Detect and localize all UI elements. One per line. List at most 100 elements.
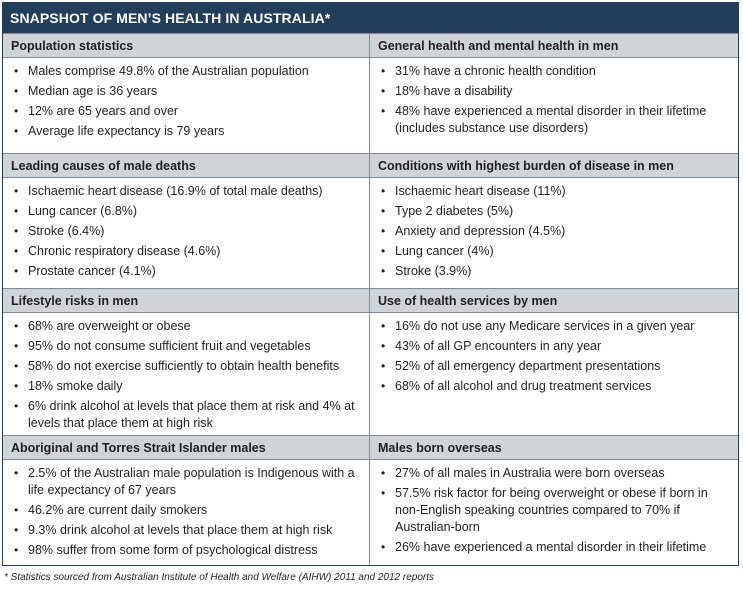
list-item-text: 6% drink alcohol at levels that place th… xyxy=(28,399,355,430)
list-item-text: 12% are 65 years and over xyxy=(28,104,179,118)
list-item-text: 31% have a chronic health condition xyxy=(395,64,596,78)
section-list: • Males comprise 49.8% of the Australian … xyxy=(3,58,369,140)
bullet-icon: • xyxy=(14,104,19,118)
list-item: • Anxiety and depression (4.5%) xyxy=(381,223,730,240)
bullet-icon: • xyxy=(381,379,386,393)
list-item-text: 18% have a disability xyxy=(395,84,513,98)
list-item: • 98% suffer from some form of psychologi… xyxy=(14,542,361,559)
section-heading: Leading causes of male deaths xyxy=(3,154,369,178)
list-item-text: 98% suffer from some form of psychologic… xyxy=(28,543,318,557)
list-item-text: Prostate cancer (4.1%) xyxy=(28,264,156,278)
bullet-icon: • xyxy=(381,359,386,373)
list-item-text: 68% of all alcohol and drug treatment se… xyxy=(395,379,652,393)
section-general-health: General health and mental health in men … xyxy=(370,33,738,153)
bullet-icon: • xyxy=(381,84,386,98)
list-item: • 9.3% drink alcohol at levels that place… xyxy=(14,522,361,539)
list-item-text: 48% have experienced a mental disorder i… xyxy=(395,104,707,135)
bullet-icon: • xyxy=(14,124,19,138)
section-heading: Use of health services by men xyxy=(370,289,738,313)
section-list: • 31% have a chronic health condition • 18%… xyxy=(370,58,738,137)
list-item: • Lung cancer (4%) xyxy=(381,243,730,260)
list-item: • 2.5% of the Australian male population … xyxy=(14,465,361,499)
bullet-icon: • xyxy=(381,319,386,333)
list-item-text: Average life expectancy is 79 years xyxy=(28,124,225,138)
list-item-text: 18% smoke daily xyxy=(28,379,123,393)
bullet-icon: • xyxy=(14,319,19,333)
section-list: • 2.5% of the Australian male population … xyxy=(3,460,369,559)
bullet-icon: • xyxy=(14,204,19,218)
bullet-icon: • xyxy=(381,104,386,118)
list-item-text: Ischaemic heart disease (16.9% of total … xyxy=(28,184,323,198)
list-item-text: 26% have experienced a mental disorder i… xyxy=(395,540,707,554)
section-heading: Population statistics xyxy=(3,34,369,58)
bullet-icon: • xyxy=(381,466,386,480)
bullet-icon: • xyxy=(381,204,386,218)
section-list: • 16% do not use any Medicare services in… xyxy=(370,313,738,395)
section-heading: Males born overseas xyxy=(370,436,738,460)
list-item: • 18% have a disability xyxy=(381,83,730,100)
section-list: • 27% of all males in Australia were born… xyxy=(370,460,738,556)
list-item: • 57.5% risk factor for being overweight … xyxy=(381,485,730,536)
list-item-text: Anxiety and depression (4.5%) xyxy=(395,224,566,238)
list-item-text: Males comprise 49.8% of the Australian p… xyxy=(28,64,309,78)
list-item: • Chronic respiratory disease (4.6%) xyxy=(14,243,361,260)
list-item-text: 2.5% of the Australian male population i… xyxy=(28,466,355,497)
bullet-icon: • xyxy=(14,264,19,278)
bullet-icon: • xyxy=(14,339,19,353)
section-population: Population statistics • Males comprise 49… xyxy=(3,33,370,153)
bullet-icon: • xyxy=(14,84,19,98)
bullet-icon: • xyxy=(381,184,386,198)
list-item: • Median age is 36 years xyxy=(14,83,361,100)
section-heading: Conditions with highest burden of diseas… xyxy=(370,154,738,178)
bullet-icon: • xyxy=(14,466,19,480)
bullet-icon: • xyxy=(381,486,386,500)
list-item-text: Lung cancer (6.8%) xyxy=(28,204,138,218)
bullet-icon: • xyxy=(14,224,19,238)
list-item: • 52% of all emergency department present… xyxy=(381,358,730,375)
list-item-text: Type 2 diabetes (5%) xyxy=(395,204,514,218)
bullet-icon: • xyxy=(381,339,386,353)
list-item-text: 52% of all emergency department presenta… xyxy=(395,359,661,373)
list-item-text: Median age is 36 years xyxy=(28,84,158,98)
bullet-icon: • xyxy=(14,184,19,198)
section-aboriginal: Aboriginal and Torres Strait Islander ma… xyxy=(3,435,370,565)
footnote: * Statistics sourced from Australian Ins… xyxy=(4,572,435,583)
sections-grid: Population statistics • Males comprise 49… xyxy=(3,33,738,565)
list-item-text: 43% of all GP encounters in any year xyxy=(395,339,602,353)
health-snapshot-table: SNAPSHOT OF MEN’S HEALTH IN AUSTRALIA* P… xyxy=(2,2,739,566)
bullet-icon: • xyxy=(14,523,19,537)
list-item: • Stroke (3.9%) xyxy=(381,263,730,280)
bullet-icon: • xyxy=(14,503,19,517)
list-item-text: 58% do not exercise sufficiently to obta… xyxy=(28,359,340,373)
list-item: • Ischaemic heart disease (16.9% of total… xyxy=(14,183,361,200)
list-item-text: Stroke (3.9%) xyxy=(395,264,472,278)
list-item: • 68% are overweight or obese xyxy=(14,318,361,335)
list-item: • 18% smoke daily xyxy=(14,378,361,395)
list-item: • 27% of all males in Australia were born… xyxy=(381,465,730,482)
bullet-icon: • xyxy=(14,543,19,557)
list-item: • 58% do not exercise sufficiently to obt… xyxy=(14,358,361,375)
section-health-services: Use of health services by men • 16% do no… xyxy=(370,288,738,435)
list-item-text: Ischaemic heart disease (11%) xyxy=(395,184,566,198)
list-item: • 6% drink alcohol at levels that place t… xyxy=(14,398,361,432)
list-item-text: Stroke (6.4%) xyxy=(28,224,105,238)
list-item: • 48% have experienced a mental disorder … xyxy=(381,103,730,137)
bullet-icon: • xyxy=(14,64,19,78)
section-heading: Aboriginal and Torres Strait Islander ma… xyxy=(3,436,369,460)
list-item: • 26% have experienced a mental disorder … xyxy=(381,539,730,556)
section-causes-of-death: Leading causes of male deaths • Ischaemic… xyxy=(3,153,370,288)
list-item: • 95% do not consume sufficient fruit and… xyxy=(14,338,361,355)
section-born-overseas: Males born overseas • 27% of all males in… xyxy=(370,435,738,565)
list-item: • Lung cancer (6.8%) xyxy=(14,203,361,220)
list-item-text: 68% are overweight or obese xyxy=(28,319,191,333)
list-item: • Prostate cancer (4.1%) xyxy=(14,263,361,280)
list-item: • Males comprise 49.8% of the Australian … xyxy=(14,63,361,80)
section-heading: General health and mental health in men xyxy=(370,34,738,58)
bullet-icon: • xyxy=(14,399,19,413)
list-item: • 43% of all GP encounters in any year xyxy=(381,338,730,355)
bullet-icon: • xyxy=(381,244,386,258)
list-item-text: 95% do not consume sufficient fruit and … xyxy=(28,339,311,353)
list-item: • 12% are 65 years and over xyxy=(14,103,361,120)
bullet-icon: • xyxy=(381,540,386,554)
section-list: • Ischaemic heart disease (16.9% of total… xyxy=(3,178,369,280)
